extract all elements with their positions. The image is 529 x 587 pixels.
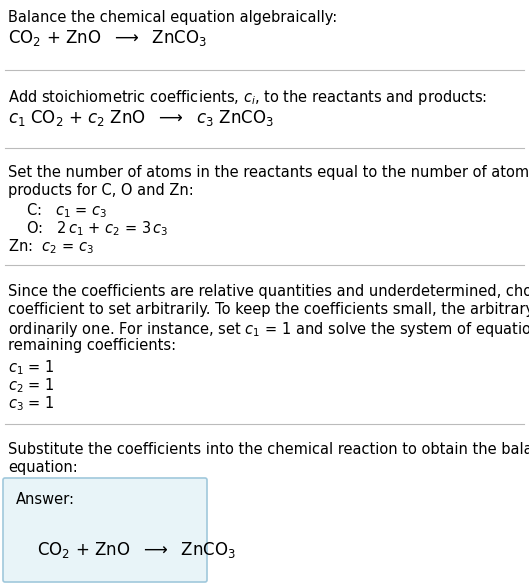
Text: Add stoichiometric coefficients, $c_i$, to the reactants and products:: Add stoichiometric coefficients, $c_i$, … bbox=[8, 88, 487, 107]
Text: products for C, O and Zn:: products for C, O and Zn: bbox=[8, 183, 194, 198]
Text: CO$_2$ + ZnO  $\longrightarrow$  ZnCO$_3$: CO$_2$ + ZnO $\longrightarrow$ ZnCO$_3$ bbox=[37, 540, 236, 560]
Text: CO$_2$ + ZnO  $\longrightarrow$  ZnCO$_3$: CO$_2$ + ZnO $\longrightarrow$ ZnCO$_3$ bbox=[8, 28, 207, 48]
Text: equation:: equation: bbox=[8, 460, 78, 475]
Text: Substitute the coefficients into the chemical reaction to obtain the balanced: Substitute the coefficients into the che… bbox=[8, 442, 529, 457]
Text: Zn:  $c_2$ = $c_3$: Zn: $c_2$ = $c_3$ bbox=[8, 237, 94, 256]
Text: $c_3$ = 1: $c_3$ = 1 bbox=[8, 394, 54, 413]
Text: Answer:: Answer: bbox=[16, 492, 75, 507]
Text: O:   $2\,c_1$ + $c_2$ = $3\,c_3$: O: $2\,c_1$ + $c_2$ = $3\,c_3$ bbox=[26, 219, 169, 238]
FancyBboxPatch shape bbox=[3, 478, 207, 582]
Text: C:   $c_1$ = $c_3$: C: $c_1$ = $c_3$ bbox=[26, 201, 108, 220]
Text: Since the coefficients are relative quantities and underdetermined, choose a: Since the coefficients are relative quan… bbox=[8, 284, 529, 299]
Text: $c_1$ CO$_2$ + $c_2$ ZnO  $\longrightarrow$  $c_3$ ZnCO$_3$: $c_1$ CO$_2$ + $c_2$ ZnO $\longrightarro… bbox=[8, 108, 274, 128]
Text: remaining coefficients:: remaining coefficients: bbox=[8, 338, 176, 353]
Text: coefficient to set arbitrarily. To keep the coefficients small, the arbitrary va: coefficient to set arbitrarily. To keep … bbox=[8, 302, 529, 317]
Text: Balance the chemical equation algebraically:: Balance the chemical equation algebraica… bbox=[8, 10, 337, 25]
Text: $c_2$ = 1: $c_2$ = 1 bbox=[8, 376, 54, 394]
Text: $c_1$ = 1: $c_1$ = 1 bbox=[8, 358, 54, 377]
Text: Set the number of atoms in the reactants equal to the number of atoms in the: Set the number of atoms in the reactants… bbox=[8, 165, 529, 180]
Text: ordinarily one. For instance, set $c_1$ = 1 and solve the system of equations fo: ordinarily one. For instance, set $c_1$ … bbox=[8, 320, 529, 339]
